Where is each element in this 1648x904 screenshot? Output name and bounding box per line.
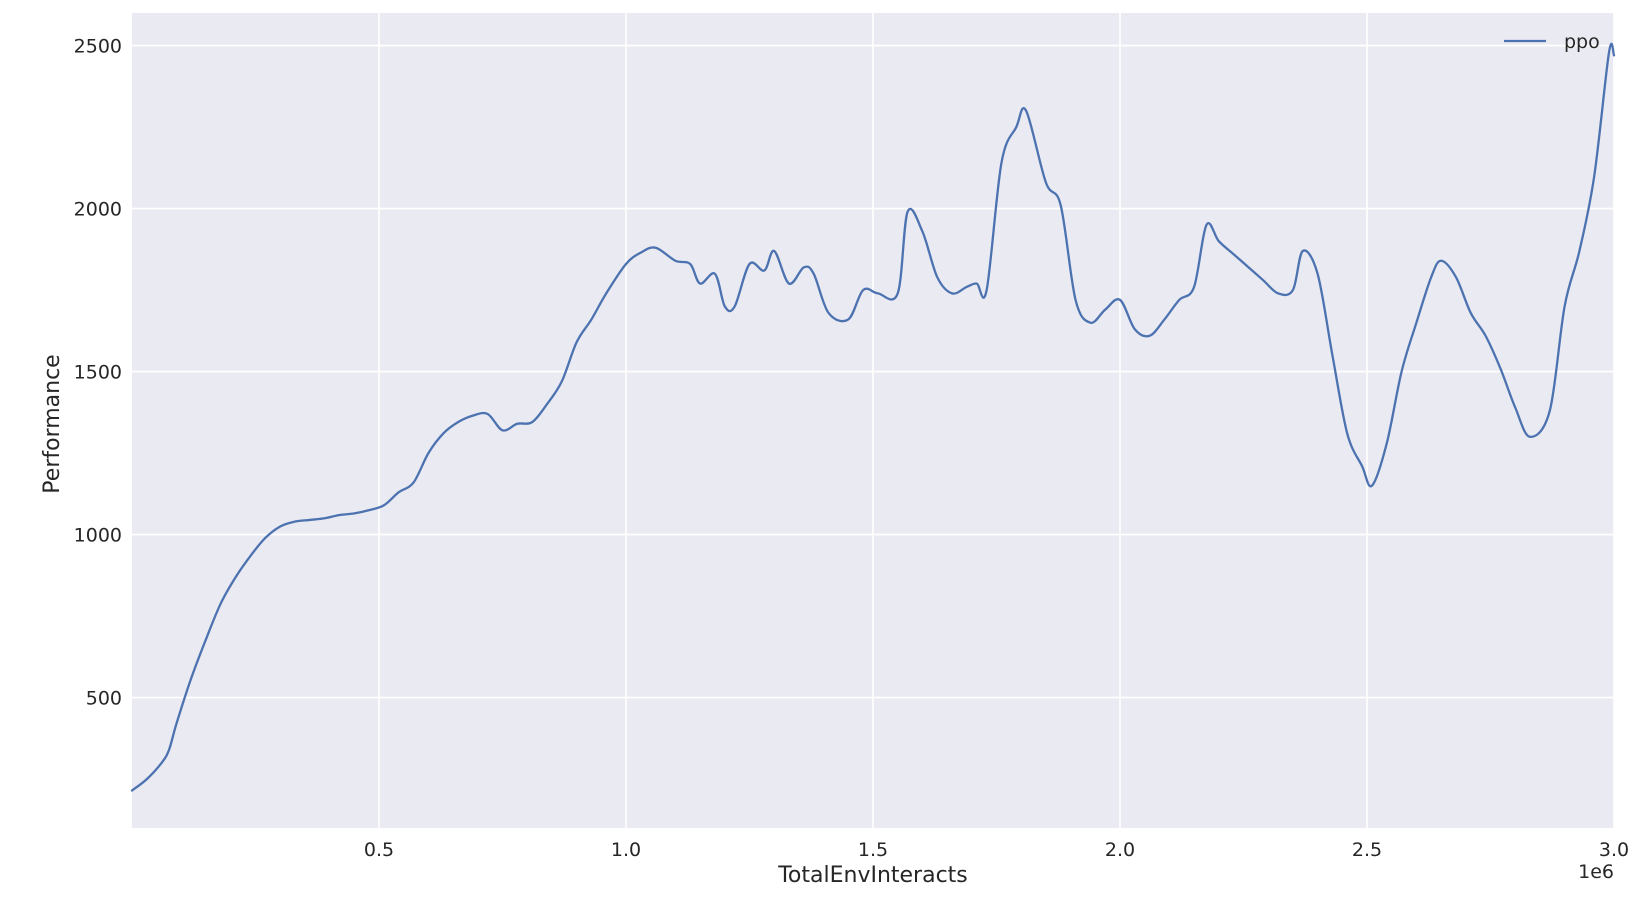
y-tick-label: 1500 xyxy=(74,362,122,384)
y-tick-label: 1000 xyxy=(74,525,122,547)
legend-label: ppo xyxy=(1564,31,1600,53)
x-tick-label: 1.5 xyxy=(858,839,888,861)
x-tick-label: 2.0 xyxy=(1105,839,1135,861)
grid-lines xyxy=(132,13,1615,828)
series-line-ppo xyxy=(130,42,1616,792)
x-tick-label: 3.0 xyxy=(1599,839,1629,861)
y-tick-label: 500 xyxy=(86,688,122,710)
y-axis-title: Performance xyxy=(40,354,65,493)
x-axis-ticks: 0.5 1.0 1.5 2.0 2.5 3.0 xyxy=(364,839,1629,861)
legend: ppo xyxy=(1504,31,1600,53)
x-tick-label: 2.5 xyxy=(1352,839,1382,861)
x-tick-label: 1.0 xyxy=(611,839,641,861)
series-layer xyxy=(130,42,1616,792)
x-axis-title: TotalEnvInteracts xyxy=(777,863,968,888)
x-tick-label: 0.5 xyxy=(364,839,394,861)
x-axis-offset-label: 1e6 xyxy=(1578,861,1614,883)
y-axis-ticks: 500 1000 1500 2000 2500 xyxy=(74,36,122,710)
y-tick-label: 2000 xyxy=(74,199,122,221)
y-tick-label: 2500 xyxy=(74,36,122,58)
